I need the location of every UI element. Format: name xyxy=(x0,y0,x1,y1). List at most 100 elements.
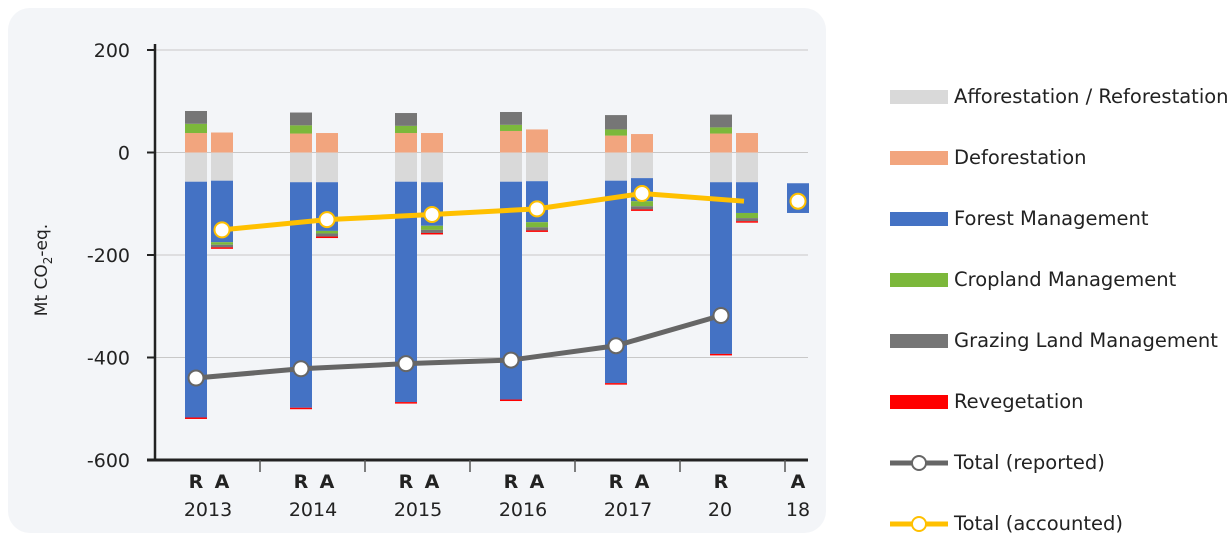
bar-accounted-deforestation xyxy=(736,133,758,153)
bar-accounted-grazing-land-management xyxy=(736,218,758,222)
bar-accounted-grazing-land-management xyxy=(421,229,443,233)
total-reported-marker xyxy=(292,360,310,378)
legend-line-total-reported xyxy=(890,454,948,471)
legend-label: Grazing Land Management xyxy=(954,329,1218,352)
x-sublabel-r: R xyxy=(609,471,624,493)
bar-accounted-afforestation-reforestation xyxy=(211,152,233,181)
bar-reported-revegetation xyxy=(395,402,417,404)
bar-accounted-deforestation xyxy=(211,132,233,153)
total-accounted-line xyxy=(221,191,745,233)
total-accounted-marker-extra xyxy=(789,192,807,210)
x-sublabel-r: R xyxy=(714,471,729,493)
total-reported-marker xyxy=(397,355,415,373)
total-reported-marker xyxy=(607,337,625,355)
x-sublabel-r: R xyxy=(504,471,519,493)
bar-reported-afforestation-reforestation xyxy=(290,152,312,183)
bar-reported-cropland-management xyxy=(605,129,627,136)
bar-reported-forest-management xyxy=(710,182,732,354)
y-tick-label: -400 xyxy=(87,348,130,370)
legend-label: Forest Management xyxy=(954,207,1149,230)
bar-accounted-revegetation xyxy=(316,236,338,239)
bar-accounted-deforestation xyxy=(316,133,338,153)
bar-accounted-cropland-management xyxy=(736,212,758,219)
legend-label: Total (accounted) xyxy=(954,512,1124,535)
bar-accounted-cropland-management xyxy=(421,225,443,230)
bar-reported-forest-management xyxy=(605,180,627,384)
bar-accounted-grazing-land-management xyxy=(631,206,653,210)
legend-swatch-afforestation xyxy=(890,89,948,104)
x-year-label: 2014 xyxy=(289,499,337,521)
bar-accounted-deforestation xyxy=(526,129,548,153)
bar-reported-afforestation-reforestation xyxy=(710,152,732,183)
bar-accounted-cropland-management xyxy=(526,222,548,228)
bar-reported-cropland-management xyxy=(500,124,522,131)
x-sublabel-a-extra: A xyxy=(791,471,806,493)
legend-line-total-accounted xyxy=(890,515,948,532)
bar-accounted-afforestation-reforestation xyxy=(736,152,758,183)
bar-reported-afforestation-reforestation xyxy=(185,152,207,182)
bar-reported-cropland-management xyxy=(710,127,732,134)
bar-accounted-cropland-management xyxy=(316,230,338,234)
bar-reported-forest-management xyxy=(395,181,417,403)
x-sublabel-a: A xyxy=(215,471,230,493)
bar-reported-cropland-management xyxy=(290,125,312,134)
x-sublabel-r: R xyxy=(189,471,204,493)
bar-reported-grazing-land-management xyxy=(185,110,207,124)
y-axis-label-main: Mt CO xyxy=(32,264,52,316)
y-axis-label: Mt CO2-eq. xyxy=(32,224,55,316)
bar-reported-revegetation xyxy=(500,399,522,402)
total-accounted-marker xyxy=(633,185,651,202)
legend-swatch-grazing xyxy=(890,333,948,348)
legend-item-cropland-management: Cropland Management xyxy=(890,249,1230,310)
bar-accounted-revegetation xyxy=(631,209,653,211)
legend-swatch-deforestation xyxy=(890,150,948,165)
total-accounted-marker xyxy=(213,221,231,239)
x-sublabel-a: A xyxy=(320,471,335,493)
bar-accounted-grazing-land-management xyxy=(211,244,233,248)
legend-swatch-revegetation xyxy=(890,394,948,409)
legend-swatch-forest-management xyxy=(890,211,948,226)
bar-reported-revegetation xyxy=(710,353,732,356)
y-tick-label: 0 xyxy=(118,143,130,165)
legend-label: Revegetation xyxy=(954,390,1084,413)
total-accounted-marker xyxy=(318,211,336,229)
total-lines xyxy=(187,185,807,387)
bar-reported-deforestation xyxy=(500,130,522,153)
bar-accounted-deforestation xyxy=(631,134,653,153)
total-reported-line xyxy=(195,313,722,381)
bar-reported-grazing-land-management xyxy=(290,112,312,126)
x-year-label: 18 xyxy=(786,499,810,521)
total-reported-marker xyxy=(712,306,730,324)
bar-reported-deforestation xyxy=(290,133,312,153)
y-tick-label: 200 xyxy=(94,40,130,62)
bar-reported-forest-management xyxy=(500,181,522,400)
bar-accounted-afforestation-reforestation xyxy=(421,152,443,183)
x-sublabel-a: A xyxy=(635,471,650,493)
x-year-label: 2016 xyxy=(499,499,547,521)
legend-label: Total (reported) xyxy=(954,451,1105,474)
bar-accounted-cropland-management xyxy=(631,201,653,207)
total-reported-marker xyxy=(502,351,520,369)
legend-item-deforestation: Deforestation xyxy=(890,127,1230,188)
bar-reported-grazing-land-management xyxy=(395,113,417,126)
legend-swatch-cropland-management xyxy=(890,272,948,287)
axes xyxy=(147,44,808,472)
bar-reported-forest-management xyxy=(290,182,312,408)
bar-accounted-afforestation-reforestation xyxy=(316,152,338,183)
x-sublabel-r: R xyxy=(294,471,309,493)
y-tick-label: -600 xyxy=(87,450,130,472)
x-year-label: 2013 xyxy=(184,499,232,521)
x-year-label: 2017 xyxy=(604,499,652,521)
y-axis-label-tail: -eq. xyxy=(32,224,52,257)
bar-reported-deforestation xyxy=(185,133,207,153)
bar-accounted-revegetation xyxy=(736,221,758,223)
x-year-label: 2015 xyxy=(394,499,442,521)
bar-reported-deforestation xyxy=(395,133,417,153)
bar-reported-forest-management xyxy=(185,181,207,418)
x-sublabel-r: R xyxy=(399,471,414,493)
x-year-label: 20 xyxy=(708,499,732,521)
bar-reported-deforestation xyxy=(710,133,732,153)
bar-reported-grazing-land-management xyxy=(605,115,627,130)
bar-reported-grazing-land-management xyxy=(710,114,732,128)
